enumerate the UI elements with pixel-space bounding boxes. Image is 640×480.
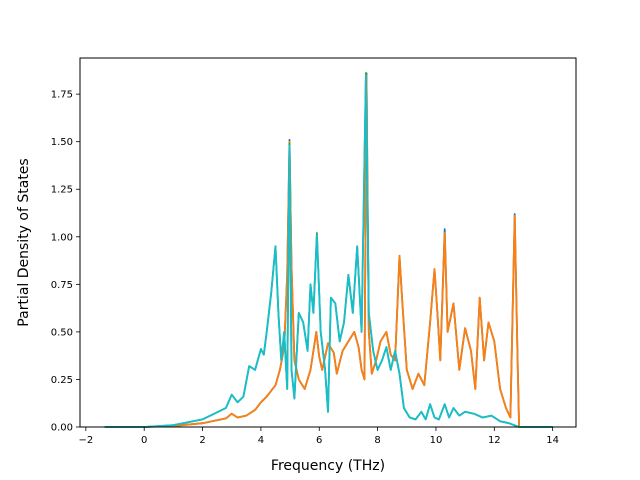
y-tick-label: 0.75 — [51, 280, 73, 291]
x-tick-label: 6 — [316, 435, 322, 446]
series-line-2 — [104, 74, 553, 428]
y-tick-label: 1.00 — [51, 232, 73, 243]
y-tick-label: 1.75 — [51, 90, 73, 101]
x-tick-label: 0 — [141, 435, 147, 446]
y-tick-label: 1.50 — [51, 137, 73, 148]
x-tick-label: 4 — [258, 435, 264, 446]
x-tick-label: 8 — [374, 435, 380, 446]
x-tick-label: 12 — [488, 435, 501, 446]
x-axis: −2 0 2 4 6 8 10 12 14 — [78, 427, 559, 446]
y-tick-label: 0.25 — [51, 375, 73, 386]
series-line-4 — [104, 74, 553, 428]
y-axis: 0.00 0.25 0.50 0.75 1.00 1.25 1.50 1.75 — [51, 90, 80, 434]
y-tick-label: 0.00 — [51, 423, 73, 434]
plot-frame — [79, 57, 577, 428]
series-layer — [104, 72, 553, 428]
x-tick-label: 2 — [199, 435, 205, 446]
x-axis-label: Frequency (THz) — [271, 458, 385, 474]
x-tick-label: −2 — [78, 435, 93, 446]
y-tick-label: 0.50 — [51, 327, 73, 338]
y-tick-label: 1.25 — [51, 185, 73, 196]
x-tick-label: 10 — [430, 435, 443, 446]
x-tick-label: 14 — [546, 435, 559, 446]
y-axis-label: Partial Density of States — [16, 158, 32, 326]
